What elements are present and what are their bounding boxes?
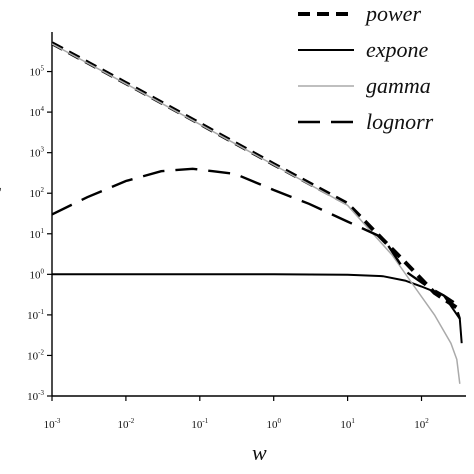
- y-tick-label: 100: [30, 267, 45, 281]
- legend-label-gamma: gamma: [366, 73, 431, 98]
- series-layer: [51, 41, 463, 384]
- y-tick-label: 104: [30, 105, 45, 119]
- y-tick-label: 103: [30, 146, 45, 160]
- axes: 10-3 10-2 10-1 100 101 102 10-3 10-2 10-1 100 101 1…: [27, 32, 466, 431]
- x-axis-label: w: [252, 440, 267, 465]
- y-tick-label: 10-3: [27, 389, 44, 403]
- x-tick-label: 102: [414, 417, 429, 431]
- legend-label-lognorr: lognorr: [366, 109, 434, 134]
- legend: power expone gamma lognorr: [298, 1, 434, 134]
- y-tick-label: 102: [30, 186, 45, 200]
- y-tick-label: 101: [30, 227, 45, 241]
- x-tick-label: 10-2: [117, 417, 134, 431]
- legend-label-expone: expone: [366, 37, 429, 62]
- x-tick-label: 10-1: [191, 417, 208, 431]
- y-tick-label: 10-2: [27, 348, 44, 362]
- y-tick-label: 105: [30, 65, 45, 79]
- y-axis-label: C: [0, 182, 1, 207]
- series-line-lognorr: [51, 167, 461, 320]
- x-tick-label: 10-3: [44, 417, 61, 431]
- x-tick-label: 101: [340, 417, 355, 431]
- series-line-expone: [52, 273, 463, 344]
- series-line-gamma: [51, 43, 461, 384]
- x-tick-label: 100: [266, 417, 281, 431]
- y-tick-label: 10-1: [27, 308, 44, 322]
- legend-label-power: power: [364, 1, 421, 26]
